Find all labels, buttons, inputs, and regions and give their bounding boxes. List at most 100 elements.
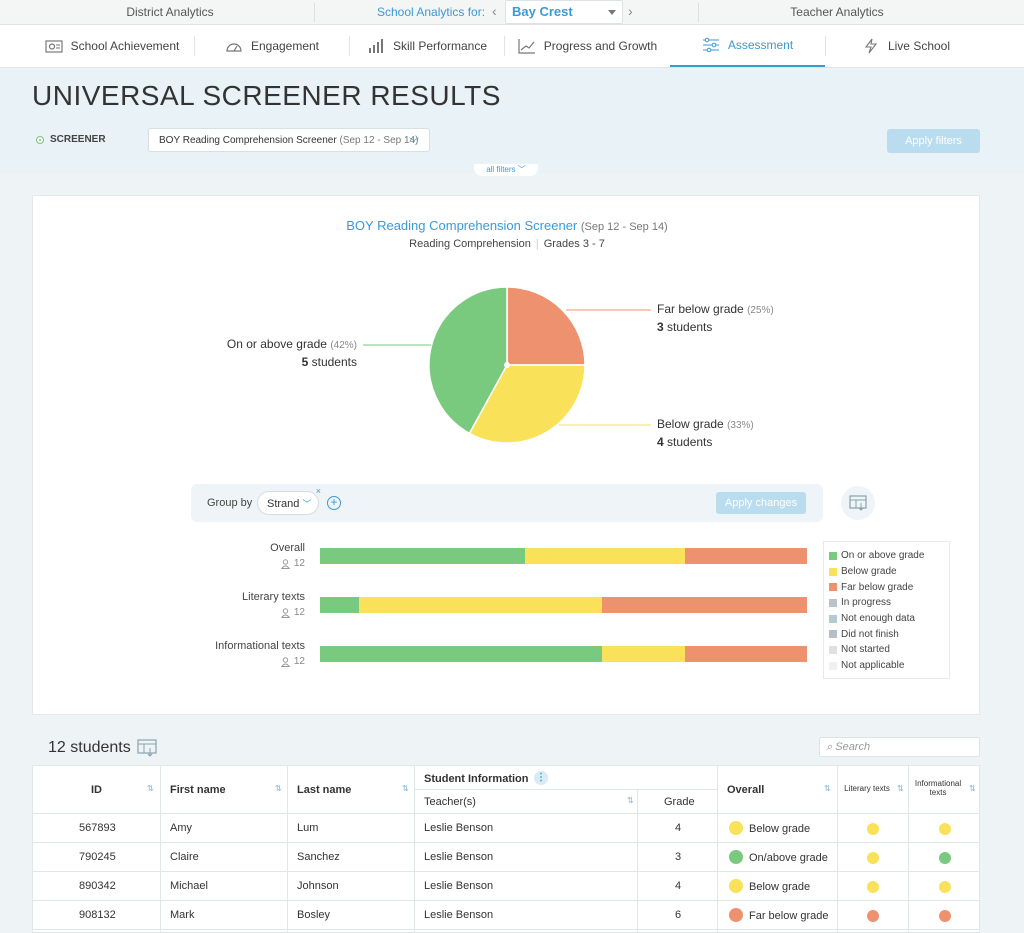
stacked-bar[interactable]: [320, 646, 807, 662]
line-chart-icon: [518, 39, 535, 54]
divider: [504, 36, 505, 56]
export-table-icon[interactable]: [137, 739, 157, 757]
pie-label-on-above: On or above grade (42%) 5 students: [213, 336, 357, 370]
sort-icon[interactable]: ⇅: [627, 796, 634, 805]
close-icon[interactable]: ×: [315, 486, 321, 496]
column-header-literary-texts[interactable]: Literary texts: [844, 784, 890, 793]
screener-select[interactable]: BOY Reading Comprehension Screener (Sep …: [148, 128, 430, 152]
strand-row: Literary texts 12: [33, 591, 981, 631]
pie-label-name: Below grade: [657, 417, 724, 431]
strand-row: Overall 12: [33, 542, 981, 582]
column-header-teacher[interactable]: Teacher(s): [424, 796, 476, 808]
apply-changes-button[interactable]: Apply changes: [716, 492, 806, 514]
user-icon: [280, 558, 290, 569]
legend-label: Below grade: [841, 566, 897, 578]
bar-segment-below[interactable]: [358, 597, 603, 613]
bar-segment-below[interactable]: [602, 646, 686, 662]
bar-segment-far-below[interactable]: [602, 597, 807, 613]
pie-chart-area: Far below grade (25%) 3 students Below g…: [33, 196, 981, 466]
pie-label-pct: (25%): [747, 305, 774, 316]
column-header-id[interactable]: ID: [91, 784, 102, 796]
bar-segment-on-above[interactable]: [320, 548, 525, 564]
export-button[interactable]: [841, 486, 875, 520]
tab-skill-performance[interactable]: Skill Performance: [350, 25, 504, 67]
sort-icon[interactable]: ⇅: [969, 784, 976, 793]
search-input[interactable]: ⌕ Search: [819, 737, 980, 757]
legend-label: Did not finish: [841, 628, 899, 640]
sort-icon[interactable]: ⇅: [897, 784, 904, 793]
stacked-bar[interactable]: [320, 597, 807, 613]
bar-segment-below[interactable]: [524, 548, 686, 564]
bar-segment-far-below[interactable]: [685, 646, 807, 662]
legend-item: On or above grade: [829, 548, 949, 564]
tab-engagement[interactable]: Engagement: [195, 25, 349, 67]
students-title: 12 students: [48, 739, 157, 757]
more-options-icon[interactable]: ⋮: [534, 771, 548, 785]
column-header-grade[interactable]: Grade: [664, 796, 695, 808]
cell-id: 908132: [79, 909, 116, 921]
user-icon: [280, 656, 290, 667]
column-divider: [414, 766, 415, 932]
strand-count: 12: [280, 656, 305, 667]
pie-slice-far-below[interactable]: [506, 286, 586, 366]
pie-label-far-below: Far below grade (25%) 3 students: [657, 301, 774, 335]
all-filters-toggle[interactable]: all filters ﹀: [474, 164, 538, 176]
school-select[interactable]: Bay Crest: [505, 0, 623, 24]
chart-subject: Reading Comprehension: [409, 238, 531, 250]
column-header-first-name[interactable]: First name: [170, 784, 226, 796]
chart-subtitle: Reading Comprehension | Grades 3 - 7: [33, 238, 981, 250]
bar-segment-on-above[interactable]: [320, 597, 359, 613]
legend-label: On or above grade: [841, 550, 925, 562]
chart-title-link[interactable]: BOY Reading Comprehension Screener: [346, 218, 578, 233]
add-group-button[interactable]: +: [327, 496, 341, 510]
all-filters-label: all filters: [486, 165, 516, 174]
teacher-analytics-link[interactable]: Teacher Analytics: [790, 5, 884, 19]
tab-live-school[interactable]: Live School: [826, 25, 986, 67]
chevron-left-icon[interactable]: ‹: [492, 3, 497, 19]
strand-count-value: 12: [293, 656, 305, 667]
group-by-select[interactable]: Strand ﹀ ×: [257, 486, 321, 515]
students-count: 12 students: [48, 739, 131, 756]
bar-segment-far-below[interactable]: [685, 548, 807, 564]
pie-label-count: 5: [301, 355, 309, 369]
pie-label-pct: (33%): [727, 420, 754, 431]
pie-label-name: Far below grade: [657, 302, 744, 316]
tab-school-achievement[interactable]: School Achievement: [30, 25, 194, 67]
strand-name: Literary texts: [242, 591, 305, 603]
chevron-down-icon: ﹀: [409, 138, 419, 149]
tab-label: School Achievement: [70, 39, 180, 53]
sort-icon[interactable]: ⇅: [147, 784, 154, 793]
bar-segment-on-above[interactable]: [320, 646, 603, 662]
status-dot-icon: [939, 881, 951, 893]
tab-assessment[interactable]: Assessment: [670, 25, 825, 67]
status-dot-icon: [867, 823, 879, 835]
sort-icon[interactable]: ⇅: [275, 784, 282, 793]
legend-item: In progress: [829, 595, 949, 611]
legend-item: Far below grade: [829, 579, 949, 595]
district-analytics-link[interactable]: District Analytics: [126, 5, 214, 19]
pie-slice-below[interactable]: [468, 364, 586, 444]
column-header-overall[interactable]: Overall: [727, 784, 765, 796]
status-dot-icon: [867, 910, 879, 922]
stacked-bar[interactable]: [320, 548, 807, 564]
cell-first-name: Mark: [170, 909, 195, 921]
column-header-last-name[interactable]: Last name: [297, 784, 352, 796]
sort-icon[interactable]: ⇅: [402, 784, 409, 793]
chevron-right-icon[interactable]: ›: [628, 3, 633, 19]
sort-icon[interactable]: ⇅: [824, 784, 831, 793]
status-dot-icon: [867, 852, 879, 864]
pie-slice-on-above[interactable]: [428, 286, 508, 435]
column-header-informational-texts[interactable]: Informational texts: [914, 779, 962, 797]
status-dot-icon: [939, 910, 951, 922]
cell-last-name: Lum: [297, 822, 319, 834]
apply-filters-button[interactable]: Apply filters: [887, 129, 980, 153]
tab-label: Live School: [887, 39, 951, 53]
row-divider: [33, 842, 979, 843]
status-dot-icon: [729, 821, 743, 835]
column-divider: [908, 766, 909, 932]
tab-progress-and-growth[interactable]: Progress and Growth: [505, 25, 670, 67]
strand-name: Overall: [270, 542, 305, 554]
sliders-icon: [702, 37, 719, 53]
strand-count: 12: [280, 558, 305, 569]
cell-first-name: Amy: [170, 822, 192, 834]
